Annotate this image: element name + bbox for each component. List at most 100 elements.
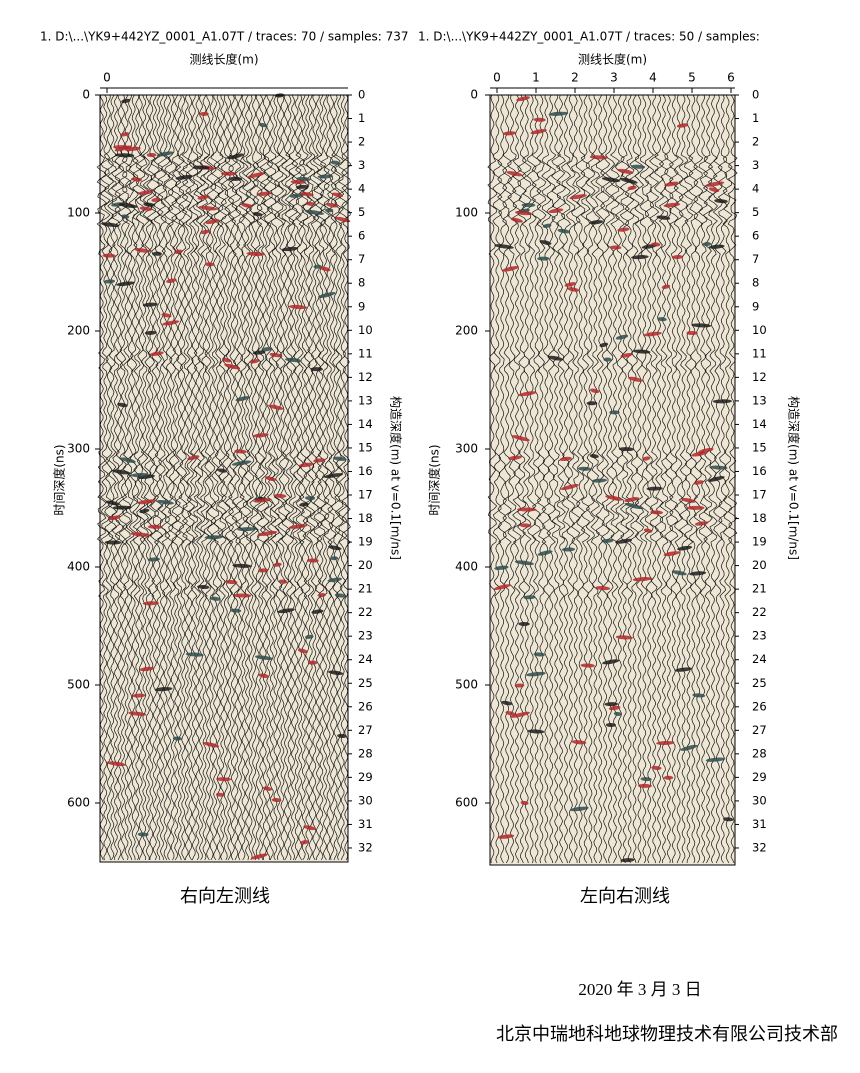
y2-axis-title: 构造深度(m) at v=0.1[m/ns] (389, 396, 404, 560)
trace (256, 94, 267, 861)
reflection (304, 209, 325, 215)
y-tick-label: 300 (67, 442, 90, 456)
y2-tick-label: 30 (752, 793, 767, 807)
trace (281, 94, 292, 861)
y2-tick-label: 20 (358, 558, 373, 572)
trace (609, 94, 621, 864)
reflection (144, 330, 157, 335)
trace (663, 94, 674, 864)
x-tick-label: 3 (610, 71, 618, 85)
reflection (217, 468, 227, 473)
reflection (605, 722, 616, 728)
reflection (580, 663, 595, 668)
reflection (204, 535, 223, 540)
reflection (162, 320, 180, 326)
reflection (117, 402, 128, 408)
reflection (694, 521, 709, 526)
trace (673, 94, 684, 864)
reflection (677, 545, 693, 551)
reflection (328, 545, 342, 551)
reflection (559, 456, 572, 462)
x-tick-label: 6 (727, 71, 735, 85)
trace (624, 94, 635, 864)
reflection (608, 705, 621, 711)
trace (125, 94, 136, 861)
trace (309, 94, 320, 861)
reflection (506, 171, 523, 177)
trace (555, 94, 567, 864)
y2-tick-label: 26 (358, 699, 373, 713)
y2-tick-label: 6 (752, 229, 759, 243)
y2-tick-label: 28 (358, 746, 373, 760)
x-tick-label: 0 (493, 71, 501, 85)
y2-tick-label: 27 (752, 723, 767, 737)
reflection (615, 334, 629, 340)
reflection (331, 192, 344, 198)
reflection (216, 777, 232, 782)
reflection (104, 540, 122, 545)
reflection (609, 245, 622, 250)
trace (312, 94, 324, 861)
reflection (288, 524, 308, 529)
x-axis-title: 测线长度(m) (189, 52, 258, 67)
y2-tick-label: 15 (358, 440, 373, 454)
reflection (505, 711, 516, 716)
reflection (335, 216, 351, 223)
trace (492, 94, 503, 864)
y2-tick-label: 27 (358, 723, 373, 737)
y2-tick-label: 1 (752, 111, 759, 125)
y-tick-label: 200 (455, 324, 478, 338)
reflection (651, 242, 661, 247)
reflection (510, 711, 530, 718)
trace (167, 94, 178, 861)
y2-tick-label: 15 (752, 440, 767, 454)
reflection (548, 111, 569, 116)
trace (245, 94, 256, 861)
reflection (325, 208, 334, 213)
reflection (299, 502, 309, 507)
reflection (515, 210, 532, 216)
reflection (112, 505, 132, 510)
trace (178, 94, 189, 861)
reflection (252, 212, 263, 217)
reflection (547, 355, 564, 361)
y2-tick-label: 16 (752, 464, 767, 478)
trace (291, 94, 302, 861)
reflection (146, 152, 157, 157)
y-tick-label: 100 (67, 206, 90, 220)
reflection (172, 736, 182, 741)
reflection (258, 673, 270, 678)
reflection (530, 129, 547, 135)
reflection (258, 122, 267, 128)
y2-tick-label: 8 (358, 276, 365, 290)
trace (330, 94, 341, 861)
y-tick-label: 500 (455, 678, 478, 692)
trace (100, 94, 111, 861)
reflection (174, 249, 183, 254)
reflection (265, 476, 277, 482)
reflection (502, 131, 517, 136)
reflection (601, 538, 614, 543)
y-tick-label: 100 (455, 206, 478, 220)
reflection (537, 550, 553, 556)
reflection (643, 528, 653, 533)
reflection (278, 579, 288, 584)
trace (722, 94, 733, 864)
reflection (589, 155, 608, 160)
reflection (231, 460, 252, 466)
trace (295, 94, 306, 861)
reflection (147, 557, 160, 562)
reflection (533, 652, 546, 657)
trace (302, 94, 313, 861)
y2-tick-label: 4 (752, 182, 759, 196)
reflection (209, 596, 221, 601)
reflection (671, 570, 687, 576)
reflection (233, 593, 252, 598)
reflection (311, 609, 324, 614)
reflection (620, 352, 633, 358)
reflection (642, 456, 651, 461)
reflection (628, 376, 643, 382)
y2-tick-label: 5 (358, 205, 365, 219)
y-tick-label: 400 (455, 560, 478, 574)
reflection (257, 191, 272, 196)
